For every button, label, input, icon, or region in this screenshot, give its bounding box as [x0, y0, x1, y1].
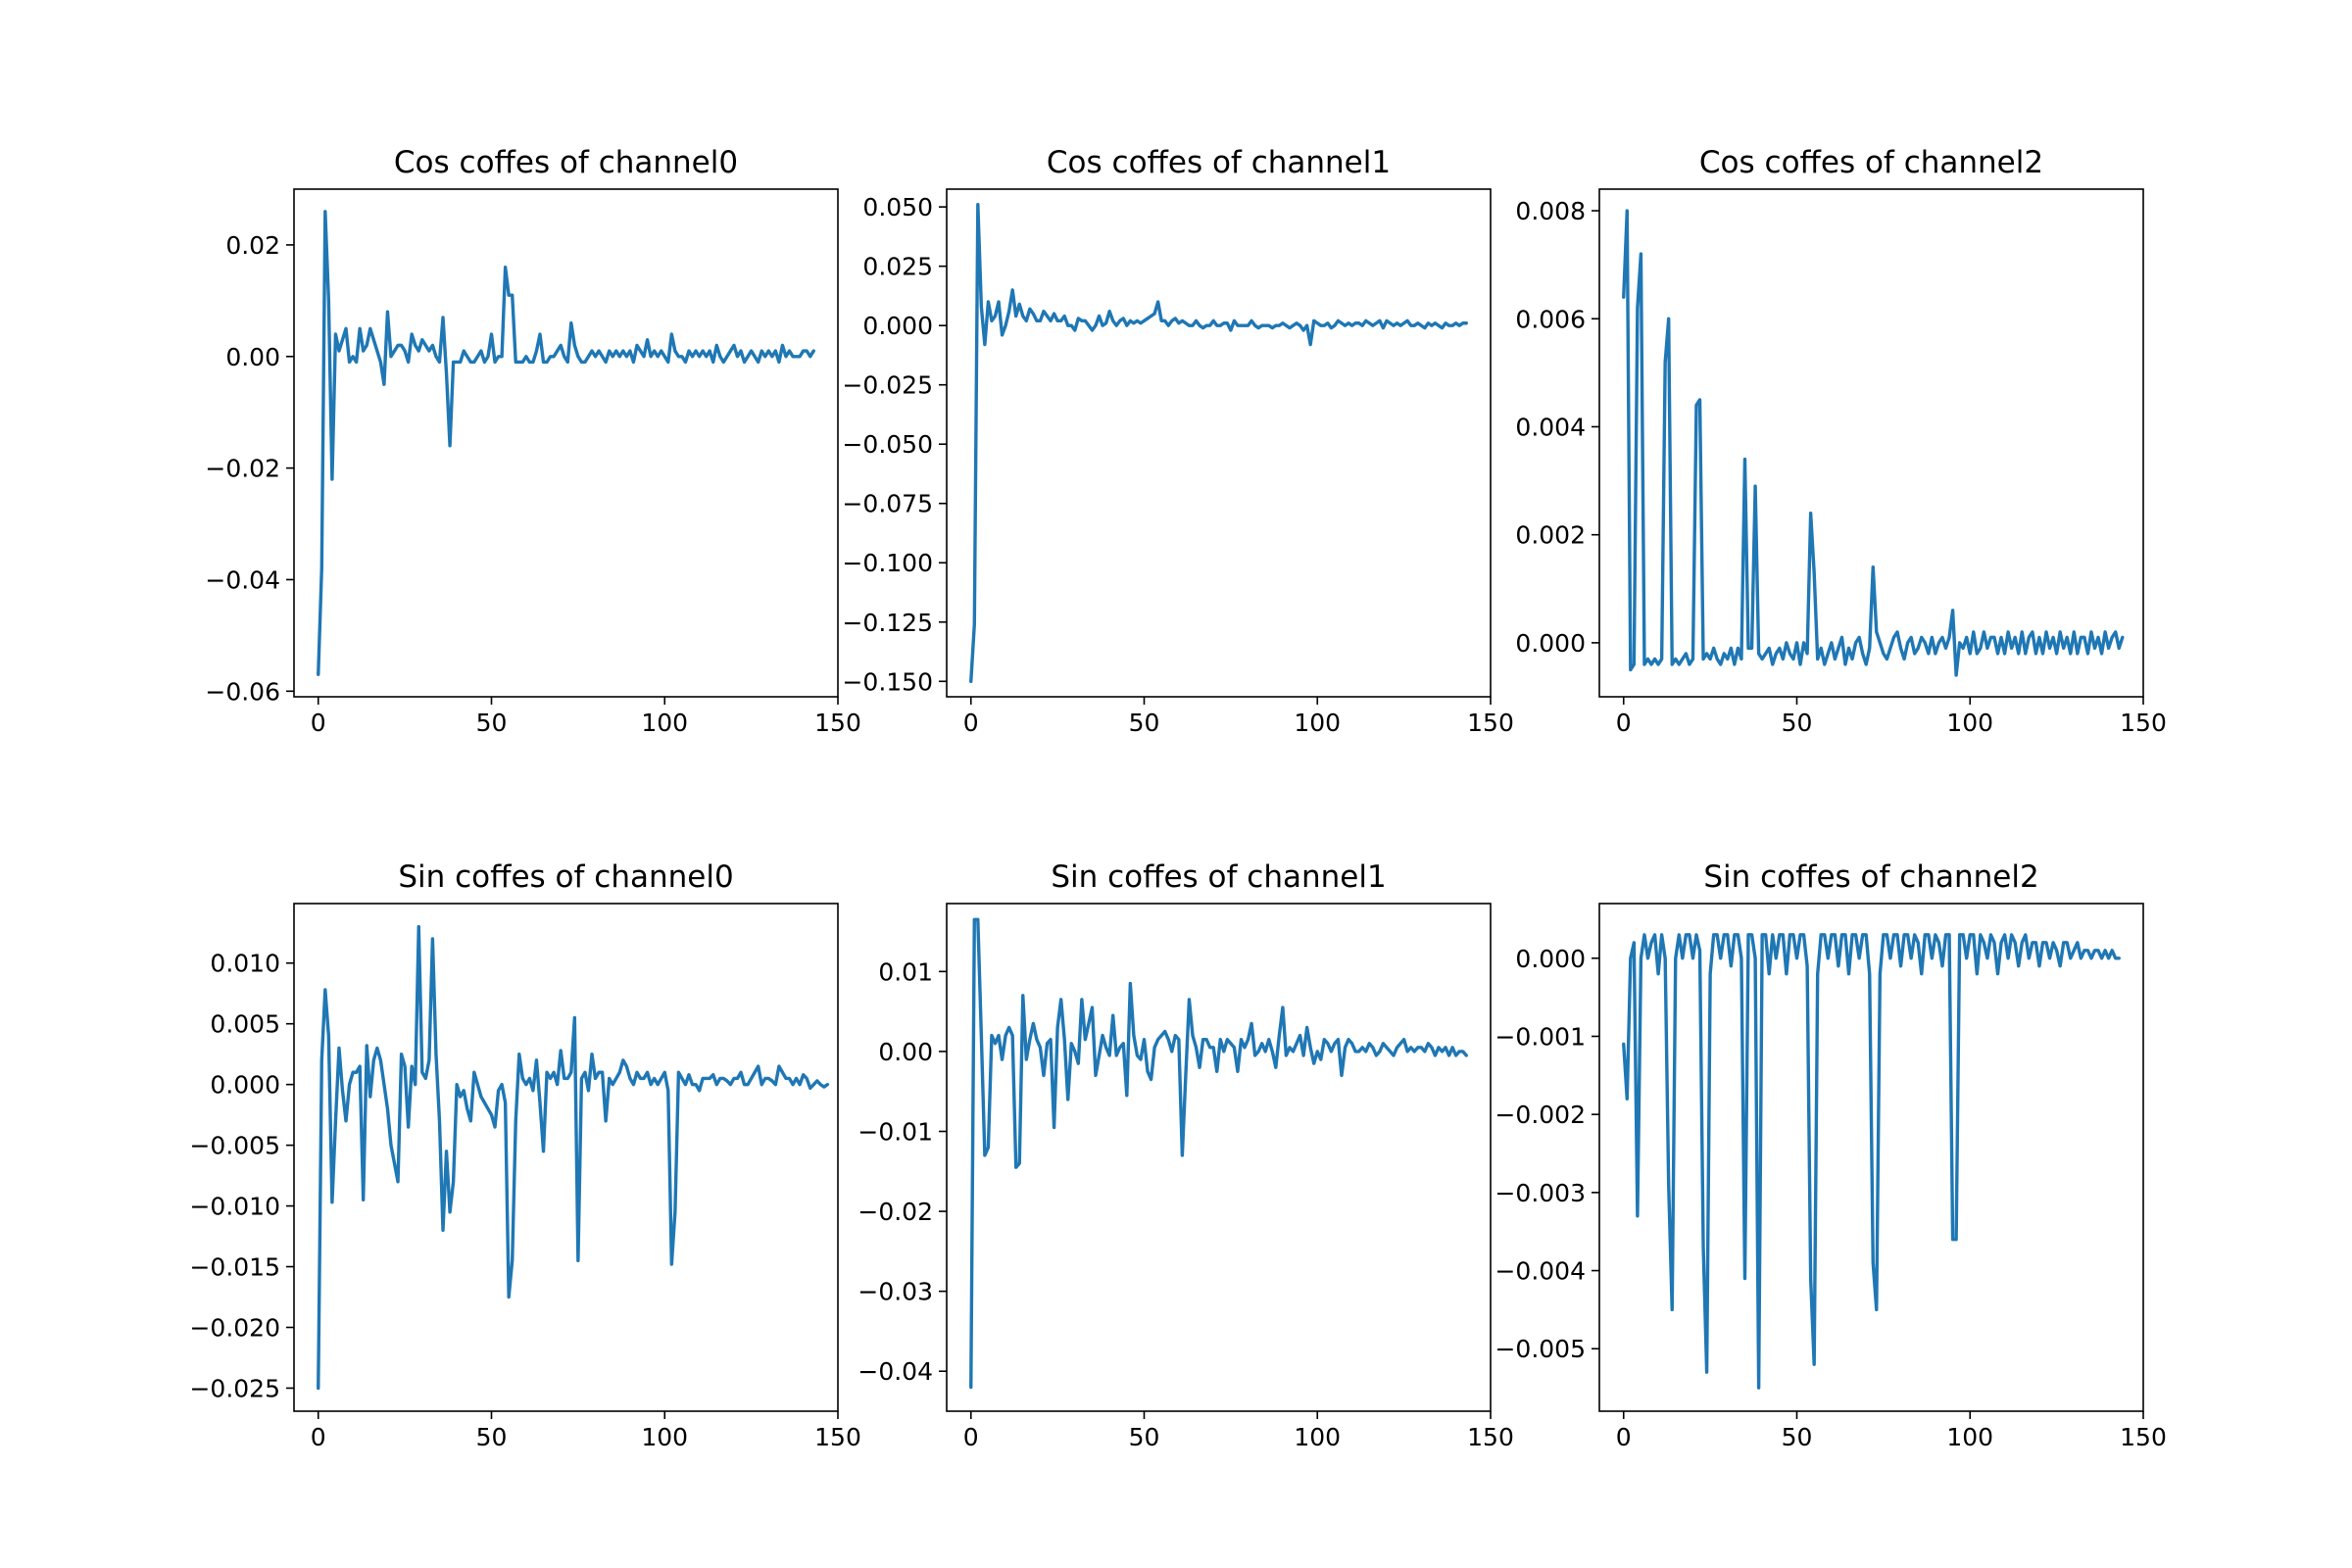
y-tick-label: 0.010 [210, 950, 280, 978]
y-tick-label: −0.050 [842, 430, 933, 459]
subplot-title: Sin coffes of channel2 [1703, 859, 2038, 895]
subplot-title: Sin coffes of channel1 [1051, 859, 1386, 895]
subplot-title: Sin coffes of channel0 [398, 859, 733, 895]
y-tick-label: −0.025 [842, 371, 933, 400]
x-tick-label: 0 [963, 1423, 979, 1451]
y-tick-label: 0.00 [878, 1038, 933, 1066]
y-tick-label: −0.020 [189, 1313, 280, 1342]
x-tick-label: 50 [476, 1423, 508, 1451]
x-tick-label: 150 [1467, 709, 1514, 737]
subplot-0: Cos coffes of channel0 0 50 100 150 0.02 0.00 −… [205, 145, 860, 737]
x-tick-label: 50 [1782, 709, 1813, 737]
y-tick-label: 0.008 [1515, 197, 1586, 225]
y-tick-label: 0.000 [1515, 629, 1586, 658]
x-tick-label: 100 [1946, 709, 1993, 737]
y-tick-label: −0.004 [1494, 1257, 1586, 1286]
subplot-3: Sin coffes of channel0 0 50 100 150 0.010 0.00… [189, 859, 860, 1451]
x-tick-label: 50 [476, 709, 508, 737]
subplot-5: Sin coffes of channel2 0 50 100 150 0.000 −0.0… [1494, 859, 2166, 1451]
axes-frame [1598, 188, 2144, 698]
x-tick-label: 100 [1294, 1423, 1341, 1451]
y-tick-label: 0.006 [1515, 305, 1586, 333]
x-tick-label: 100 [641, 1423, 688, 1451]
y-tick-label: 0.005 [210, 1010, 280, 1039]
x-tick-label: 50 [1782, 1423, 1813, 1451]
y-tick-label: −0.010 [189, 1193, 280, 1221]
y-tick-label: −0.04 [205, 565, 280, 594]
y-tick-label: −0.02 [205, 455, 280, 483]
x-tick-label: 100 [1294, 709, 1341, 737]
y-tick-label: −0.150 [842, 667, 933, 696]
y-tick-label: −0.015 [189, 1253, 280, 1282]
x-tick-label: 150 [2120, 1423, 2167, 1451]
x-tick-label: 50 [1129, 1423, 1160, 1451]
y-tick-label: −0.03 [858, 1278, 933, 1306]
subplot-title: Cos coffes of channel1 [1047, 145, 1391, 180]
y-tick-label: 0.000 [1515, 945, 1586, 973]
y-tick-label: 0.002 [1515, 521, 1586, 550]
y-tick-label: −0.02 [858, 1198, 933, 1226]
y-tick-label: −0.01 [858, 1117, 933, 1146]
y-tick-label: −0.005 [189, 1132, 280, 1160]
data-series-line [969, 203, 1468, 683]
y-tick-label: −0.06 [205, 677, 280, 706]
y-tick-label: 0.000 [210, 1071, 280, 1100]
y-tick-label: 0.00 [225, 343, 280, 371]
data-series-line [1622, 209, 2125, 677]
x-tick-label: 0 [963, 709, 979, 737]
y-tick-label: −0.04 [858, 1357, 933, 1386]
x-tick-label: 0 [1616, 1423, 1632, 1451]
subplot-title: Cos coffes of channel2 [1699, 145, 2043, 180]
y-tick-label: −0.001 [1494, 1022, 1586, 1051]
x-tick-label: 0 [311, 1423, 326, 1451]
y-tick-label: 0.02 [225, 231, 280, 260]
x-tick-label: 150 [1467, 1423, 1514, 1451]
axes-frame [946, 903, 1492, 1412]
y-tick-label: −0.100 [842, 549, 933, 577]
subplot-2: Cos coffes of channel2 0 50 100 150 0.008 0.00… [1515, 145, 2166, 737]
y-tick-label: 0.050 [862, 193, 933, 221]
data-series-line [317, 210, 815, 676]
x-tick-label: 150 [814, 709, 861, 737]
data-series-line [317, 924, 830, 1391]
axes-frame [946, 188, 1492, 698]
x-tick-label: 100 [641, 709, 688, 737]
axes-frame [1598, 903, 2144, 1412]
subplot-4: Sin coffes of channel1 0 50 100 150 0.01 0.00 −… [858, 859, 1513, 1451]
y-tick-label: 0.025 [862, 253, 933, 281]
y-tick-label: −0.075 [842, 490, 933, 518]
y-tick-label: 0.004 [1515, 413, 1586, 441]
y-tick-label: −0.125 [842, 609, 933, 637]
x-tick-label: 0 [311, 709, 326, 737]
x-tick-label: 0 [1616, 709, 1632, 737]
y-tick-label: 0.01 [878, 957, 933, 986]
x-tick-label: 150 [814, 1423, 861, 1451]
x-tick-label: 150 [2120, 709, 2167, 737]
subplot-1: Cos coffes of channel1 0 50 100 150 0.050 0.02… [842, 145, 1513, 737]
data-series-line [1622, 933, 2121, 1390]
axes-frame [293, 188, 839, 698]
y-tick-label: −0.025 [189, 1374, 280, 1402]
data-series-line [969, 917, 1468, 1390]
y-tick-label: 0.000 [862, 312, 933, 340]
y-tick-label: −0.005 [1494, 1335, 1586, 1363]
x-tick-label: 50 [1129, 709, 1160, 737]
y-tick-label: −0.002 [1494, 1101, 1586, 1129]
subplot-title: Cos coffes of channel0 [394, 145, 738, 180]
y-tick-label: −0.003 [1494, 1179, 1586, 1207]
axes-frame [293, 903, 839, 1412]
x-tick-label: 100 [1946, 1423, 1993, 1451]
